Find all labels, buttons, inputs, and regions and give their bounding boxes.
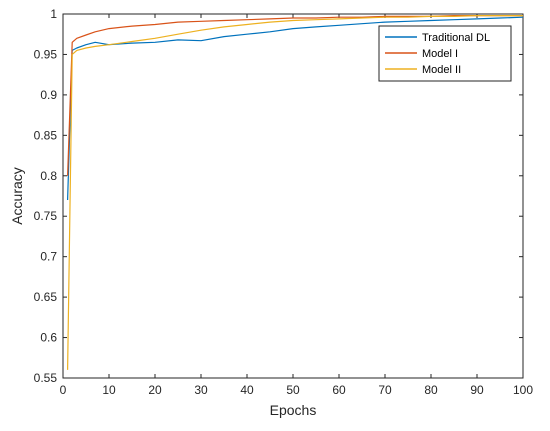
x-axis-label: Epochs <box>270 402 317 418</box>
legend-label: Model I <box>422 48 458 60</box>
x-tick-label: 10 <box>102 383 116 397</box>
series-line-traditional-dl <box>67 16 524 201</box>
x-tick-label: 20 <box>148 383 162 397</box>
y-tick-label: 0.9 <box>40 88 57 102</box>
y-axis-label: Accuracy <box>9 167 25 225</box>
x-tick-label: 50 <box>286 383 300 397</box>
series-lines <box>67 15 524 370</box>
y-tick-label: 0.8 <box>40 169 57 183</box>
y-tick-label: 0.85 <box>34 128 58 142</box>
x-tick-label: 60 <box>332 383 346 397</box>
legend-label: Traditional DL <box>422 32 490 44</box>
y-tick-label: 0.95 <box>34 47 58 61</box>
legend: Traditional DL Model I Model II <box>378 25 512 82</box>
x-tick-label: 70 <box>378 383 392 397</box>
y-tick-label: 0.7 <box>40 250 57 264</box>
x-tick-label: 100 <box>513 383 533 397</box>
x-tick-label: 40 <box>240 383 254 397</box>
y-tick-label: 0.75 <box>34 209 58 223</box>
legend-label: Model II <box>422 64 461 76</box>
series-line-model-ii <box>67 15 523 370</box>
x-axis: 0 10 20 30 40 50 60 70 80 90 100 <box>60 14 533 397</box>
y-tick-label: 0.55 <box>34 371 58 385</box>
x-tick-label: 90 <box>470 383 484 397</box>
y-tick-label: 0.6 <box>40 331 57 345</box>
y-tick-label: 0.65 <box>34 290 58 304</box>
x-tick-label: 0 <box>60 383 67 397</box>
x-tick-label: 30 <box>194 383 208 397</box>
y-axis: 0.55 0.6 0.65 0.7 0.75 0.8 0.85 0.9 0.95 1 <box>34 7 523 385</box>
x-tick-label: 80 <box>424 383 438 397</box>
y-tick-label: 1 <box>50 7 57 21</box>
